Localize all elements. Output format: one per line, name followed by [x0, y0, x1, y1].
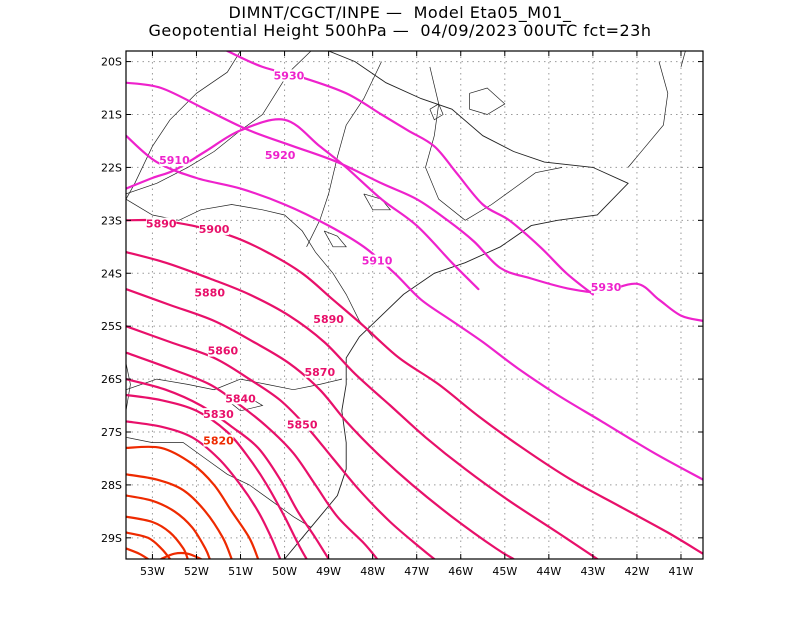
coastline — [284, 51, 629, 559]
contour-label: 5850 — [287, 419, 318, 432]
lon-tick-label: 43W — [580, 565, 605, 578]
contour-line — [126, 134, 703, 481]
lon-tick-label: 50W — [272, 565, 297, 578]
lat-tick-label: 26S — [101, 373, 122, 386]
lake-outline — [323, 230, 347, 248]
contour-label-bg — [159, 154, 190, 167]
contour-label: 5890 — [146, 218, 177, 231]
contour-line — [160, 551, 202, 559]
contour-label-bg — [194, 286, 225, 299]
contour-label: 5930 — [591, 281, 622, 294]
contour-line — [126, 515, 189, 559]
state-border — [126, 198, 373, 338]
contour-line — [126, 531, 172, 559]
contour-line — [126, 547, 150, 559]
state-border — [126, 436, 312, 528]
lat-tick-label: 21S — [101, 109, 122, 122]
lat-tick-label: 23S — [101, 214, 122, 227]
contour-label: 5840 — [225, 392, 256, 405]
contour-line — [126, 378, 330, 559]
contour-label-bg — [207, 344, 238, 357]
contour-label-bg — [362, 254, 393, 267]
contour-label-layer: 5930 5930 5920 5910 5910 5900 5890 5890 5880 5870… — [146, 69, 622, 448]
contour-label: 5890 — [313, 313, 344, 326]
contour-label-bg — [203, 434, 234, 447]
lon-tick-label: 45W — [492, 565, 517, 578]
contour-label-bg — [304, 365, 335, 378]
contour-label: 5910 — [159, 154, 190, 167]
contour-line — [126, 118, 480, 291]
lon-tick-label: 53W — [140, 565, 165, 578]
contour-label: 5820 — [203, 435, 234, 448]
lat-tick-label: 24S — [101, 267, 122, 280]
state-border — [126, 51, 241, 200]
state-border — [425, 66, 563, 221]
lon-tick-label: 49W — [316, 565, 341, 578]
state-border — [126, 363, 131, 411]
lake-outline — [429, 103, 444, 121]
contour-label-bg — [203, 408, 234, 421]
contour-label: 5830 — [203, 408, 234, 421]
lon-tick-label: 51W — [228, 565, 253, 578]
contour-label: 5870 — [304, 366, 335, 379]
contour-label: 5910 — [362, 255, 393, 268]
contour-line — [126, 445, 260, 559]
lon-tick-label: 44W — [536, 565, 561, 578]
contour-line — [126, 251, 599, 559]
contour-line — [126, 288, 515, 559]
lat-tick-label: 27S — [101, 426, 122, 439]
contour-label: 5880 — [194, 286, 225, 299]
geography-layer — [126, 51, 686, 559]
map-title: DIMNT/CGCT/INPE — Model Eta05_M01_ Geopo… — [0, 4, 800, 40]
contour-label: 5920 — [265, 149, 296, 162]
contour-label: 5930 — [274, 69, 305, 82]
contour-line — [126, 351, 379, 559]
title-line-2: Geopotential Height 500hPa — 04/09/2023 … — [148, 21, 652, 40]
lat-tick-label: 20S — [101, 56, 122, 69]
lat-tick-label: 22S — [101, 161, 122, 174]
plot-frame — [125, 50, 704, 560]
lon-tick-label: 52W — [184, 565, 209, 578]
contour-label-bg — [146, 217, 177, 230]
contour-label-bg — [313, 312, 344, 325]
state-border — [627, 61, 669, 168]
contour-label-bg — [287, 418, 318, 431]
contour-layer — [126, 51, 703, 559]
state-border — [126, 378, 342, 391]
contour-line — [126, 420, 282, 559]
lon-tick-label: 47W — [404, 565, 429, 578]
lake-outline — [469, 87, 506, 115]
contour-label-bg — [265, 148, 296, 161]
lat-tick-label: 28S — [101, 479, 122, 492]
contour-label-bg — [225, 392, 256, 405]
gridlines — [126, 51, 703, 559]
contour-line — [126, 393, 308, 559]
contour-label: 5860 — [208, 345, 239, 358]
axis-ticks: 20S 21S 22S 23S 24S 25S 26S 27S 28S 29S 53W 52W 51W 5… — [101, 51, 703, 578]
contour-label-bg — [591, 281, 622, 294]
contour-label-bg — [273, 69, 304, 82]
contour-line — [126, 473, 233, 559]
lat-tick-label: 29S — [101, 532, 122, 545]
lon-tick-label: 42W — [624, 565, 649, 578]
contour-label-bg — [199, 222, 230, 235]
contour-line — [226, 51, 594, 296]
lake-outline — [363, 193, 392, 211]
state-border — [680, 51, 686, 67]
contour-label: 5900 — [199, 223, 230, 236]
lon-tick-label: 41W — [669, 565, 694, 578]
title-line-1: DIMNT/CGCT/INPE — Model Eta05_M01_ — [228, 3, 572, 22]
contour-line — [126, 494, 211, 559]
lon-tick-label: 46W — [448, 565, 473, 578]
lat-tick-label: 25S — [101, 320, 122, 333]
lon-tick-label: 48W — [360, 565, 385, 578]
